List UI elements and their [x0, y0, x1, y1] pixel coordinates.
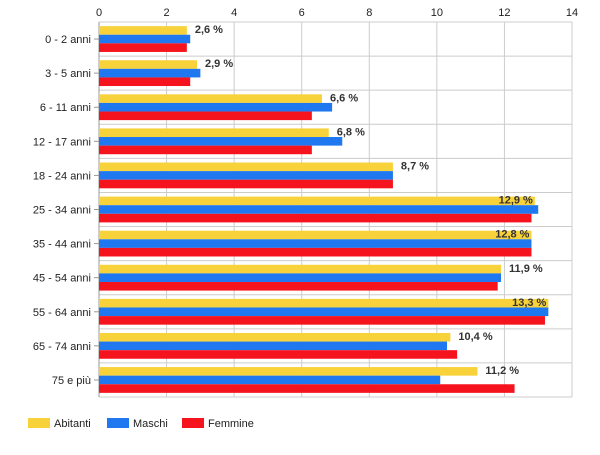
x-tick-label-6: 12: [498, 7, 510, 19]
bar-maschi-9: [99, 341, 447, 351]
bar-abitanti-3: [99, 128, 329, 138]
bar-maschi-10: [99, 375, 441, 385]
x-tick-label-3: 6: [299, 7, 305, 19]
data-label-0: 2,6 %: [195, 24, 223, 36]
bar-femmine-9: [99, 350, 458, 359]
legend-label-femmine: Femmine: [208, 418, 254, 430]
bar-abitanti-5: [99, 196, 535, 206]
bar-femmine-6: [99, 247, 532, 257]
data-labels: 2,6 % 2,9 % 6,6 % 6,8 % 8,7 % 12,9 % 12,8 % 11,…: [195, 24, 547, 377]
bar-femmine-10: [99, 384, 515, 393]
bar-maschi-7: [99, 273, 502, 282]
bar-maschi-6: [99, 239, 532, 248]
category-label-3: 12 - 17 anni: [33, 136, 91, 148]
bar-maschi-8: [99, 307, 549, 317]
category-label-8: 55 - 64 anni: [33, 307, 91, 319]
category-label-7: 45 - 54 anni: [33, 273, 91, 285]
x-tick-label-0: 0: [96, 7, 102, 19]
bar-abitanti-10: [99, 367, 478, 376]
bar-maschi-4: [99, 171, 393, 180]
legend-label-maschi: Maschi: [133, 418, 168, 430]
category-label-0: 0 - 2 anni: [45, 34, 91, 46]
bar-maschi-0: [99, 34, 191, 44]
x-tick-label-7: 14: [566, 7, 578, 19]
bar-femmine-8: [99, 316, 545, 325]
bar-femmine-5: [99, 213, 532, 223]
bar-maschi-2: [99, 102, 333, 112]
legend-swatch-abitanti: [28, 418, 50, 428]
category-label-5: 25 - 34 anni: [33, 205, 91, 217]
bars: [99, 26, 549, 393]
bar-abitanti-1: [99, 60, 197, 69]
bar-abitanti-8: [99, 298, 549, 308]
bar-maschi-1: [99, 68, 201, 78]
bar-abitanti-4: [99, 162, 393, 172]
bar-abitanti-6: [99, 230, 532, 240]
bar-femmine-4: [99, 179, 393, 189]
bar-abitanti-2: [99, 94, 322, 103]
category-label-1: 3 - 5 anni: [45, 68, 91, 80]
x-tick-label-2: 4: [231, 7, 237, 19]
data-label-5: 12,9 %: [499, 195, 533, 207]
category-label-9: 65 - 74 anni: [33, 341, 91, 353]
bar-femmine-1: [99, 77, 191, 87]
data-label-9: 10,4 %: [458, 331, 492, 343]
legend-swatch-femmine: [182, 418, 204, 428]
grid-lines: [98, 21, 573, 398]
x-tick-label-1: 2: [164, 7, 170, 19]
legend-label-abitanti: Abitanti: [54, 418, 91, 430]
legend: Abitanti Maschi Femmine: [28, 418, 254, 430]
bar-abitanti-7: [99, 264, 502, 274]
category-label-10: 75 e più: [52, 375, 91, 387]
bar-maschi-3: [99, 137, 343, 146]
bar-femmine-3: [99, 145, 312, 155]
data-label-4: 8,7 %: [401, 161, 429, 173]
x-tick-label-4: 8: [366, 7, 372, 19]
bar-maschi-5: [99, 205, 539, 214]
data-label-8: 13,3 %: [512, 297, 546, 309]
data-label-1: 2,9 %: [205, 58, 233, 70]
data-label-6: 12,8 %: [495, 229, 529, 241]
bar-abitanti-0: [99, 26, 187, 35]
category-label-4: 18 - 24 anni: [33, 170, 91, 182]
category-label-6: 35 - 44 anni: [33, 239, 91, 251]
data-label-2: 6,6 %: [330, 92, 358, 104]
legend-swatch-maschi: [107, 418, 129, 428]
category-label-2: 6 - 11 anni: [40, 102, 91, 114]
bar-femmine-2: [99, 111, 312, 121]
y-axis-categories: 0 - 2 anni 3 - 5 anni 6 - 11 anni 12 - 17 a…: [33, 34, 99, 387]
x-tick-label-5: 10: [431, 7, 443, 19]
data-label-10: 11,2 %: [485, 365, 519, 377]
data-label-7: 11,9 %: [509, 263, 543, 275]
data-label-3: 6,8 %: [337, 126, 365, 138]
bar-femmine-7: [99, 281, 498, 291]
bar-abitanti-9: [99, 332, 451, 342]
x-axis-ticks: 0 2 4 6 8 10 12 14: [96, 7, 578, 19]
bar-femmine-0: [99, 43, 187, 52]
